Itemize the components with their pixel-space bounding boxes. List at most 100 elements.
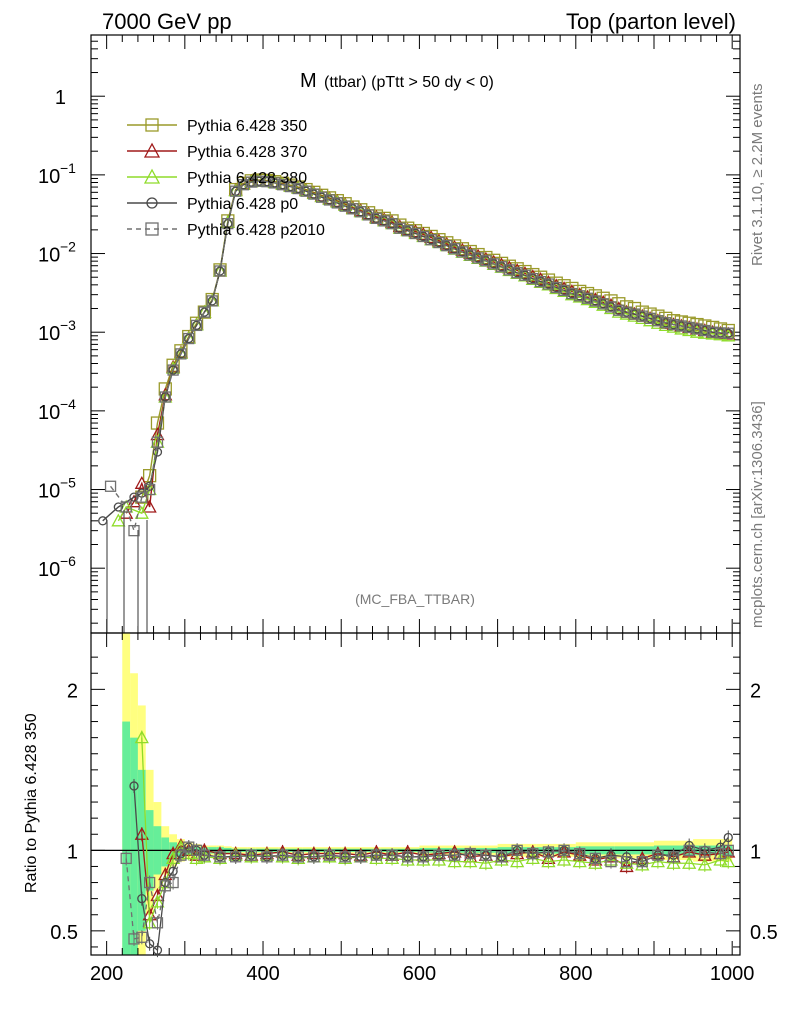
data-point [636,310,648,322]
data-point [269,177,281,189]
data-point [589,295,601,307]
ratio-point [339,851,351,863]
ratio-series-0 [134,826,736,922]
x-tick-label: 1000 [710,963,755,985]
data-point [215,266,225,276]
ratio-point [143,876,156,889]
data-point [542,278,555,290]
data-point [284,180,297,193]
data-point [464,249,476,261]
y-tick-label: 10 [38,559,60,581]
ratio-point [683,844,695,856]
data-point [410,228,421,239]
y-tick-label: 1 [55,87,66,109]
data-point [191,320,202,331]
plot-title-main: M [300,70,317,92]
data-point [323,194,336,206]
data-point [332,198,342,208]
ratio-y-label: Ratio to Pythia 6.428 350 [23,713,40,893]
data-point [214,265,226,277]
data-point [417,230,429,243]
ratio-point [261,851,273,863]
x-tick-label: 200 [90,963,123,985]
ratio-point [323,849,336,861]
ratio-point [572,854,587,868]
ratio-point [542,846,555,858]
ratio-y-tick-label-right: 2 [750,680,761,702]
ratio-point [152,945,163,955]
legend-marker [143,168,161,184]
data-point [699,324,711,337]
ratio-line [133,785,729,952]
ratio-point [198,849,211,861]
ratio-y-tick-label: 2 [67,680,78,702]
data-point [347,203,359,215]
y-tick-exponent: −5 [60,475,76,491]
ratio-series-3 [120,840,734,946]
ratio-point [386,849,398,861]
ratio-point [355,851,367,863]
data-point [253,175,265,187]
data-point [528,273,538,284]
data-point [113,502,124,512]
data-point [409,227,422,240]
data-point [168,365,178,375]
ratio-point [714,847,727,860]
data-point [174,344,188,358]
ratio-y-tick-label-right: 0.5 [750,922,778,944]
data-point [504,265,514,275]
data-point [144,481,155,491]
data-point [222,217,234,230]
ratio-point [402,851,414,863]
y-tick-exponent: −6 [60,553,76,569]
ratio-point [292,851,304,863]
legend: Pythia 6.428 350 Pythia 6.428 370 Pythia 6… [127,118,325,239]
ratio-point [120,852,132,865]
data-point [691,323,703,335]
data-point [534,275,547,288]
data-point [231,186,241,196]
x-tick-label: 600 [403,963,436,985]
ratio-point [652,849,664,861]
ratio-point [511,844,523,856]
data-point [465,250,475,260]
data-point [104,480,117,492]
data-point [488,258,500,270]
data-point [309,189,319,199]
y-tick-label: 10 [38,402,60,424]
data-point [426,235,436,245]
data-point [379,216,389,226]
data-point [308,188,320,200]
data-point [558,284,570,297]
ratio-series-1 [134,730,736,930]
data-point [261,176,273,188]
ratio-point [636,855,648,868]
ratio-point [150,894,165,908]
data-point [183,332,195,345]
ratio-point [136,931,148,943]
data-point [449,244,460,254]
mcplots-label: mcplots.cern.ch [arXiv:1306.3436] [749,401,766,628]
ratio-point [433,849,445,861]
legend-marker [146,197,158,209]
ratio-point [722,844,734,856]
data-point [605,301,617,313]
data-point [120,501,132,513]
data-point [683,321,695,334]
data-point [339,200,351,212]
ratio-point [245,849,257,861]
ratio-point [666,855,681,869]
ratio-point [699,846,711,858]
data-point [362,209,375,221]
ratio-point [619,859,634,873]
ratio-point [721,854,736,868]
data-point [237,179,250,191]
data-point [206,295,218,307]
data-point [190,319,203,332]
uncertainty-band-green [161,837,170,867]
y-tick-exponent: −2 [60,239,76,255]
data-point [207,296,217,306]
data-point [370,212,383,225]
data-point [496,262,507,272]
data-point [176,349,186,359]
